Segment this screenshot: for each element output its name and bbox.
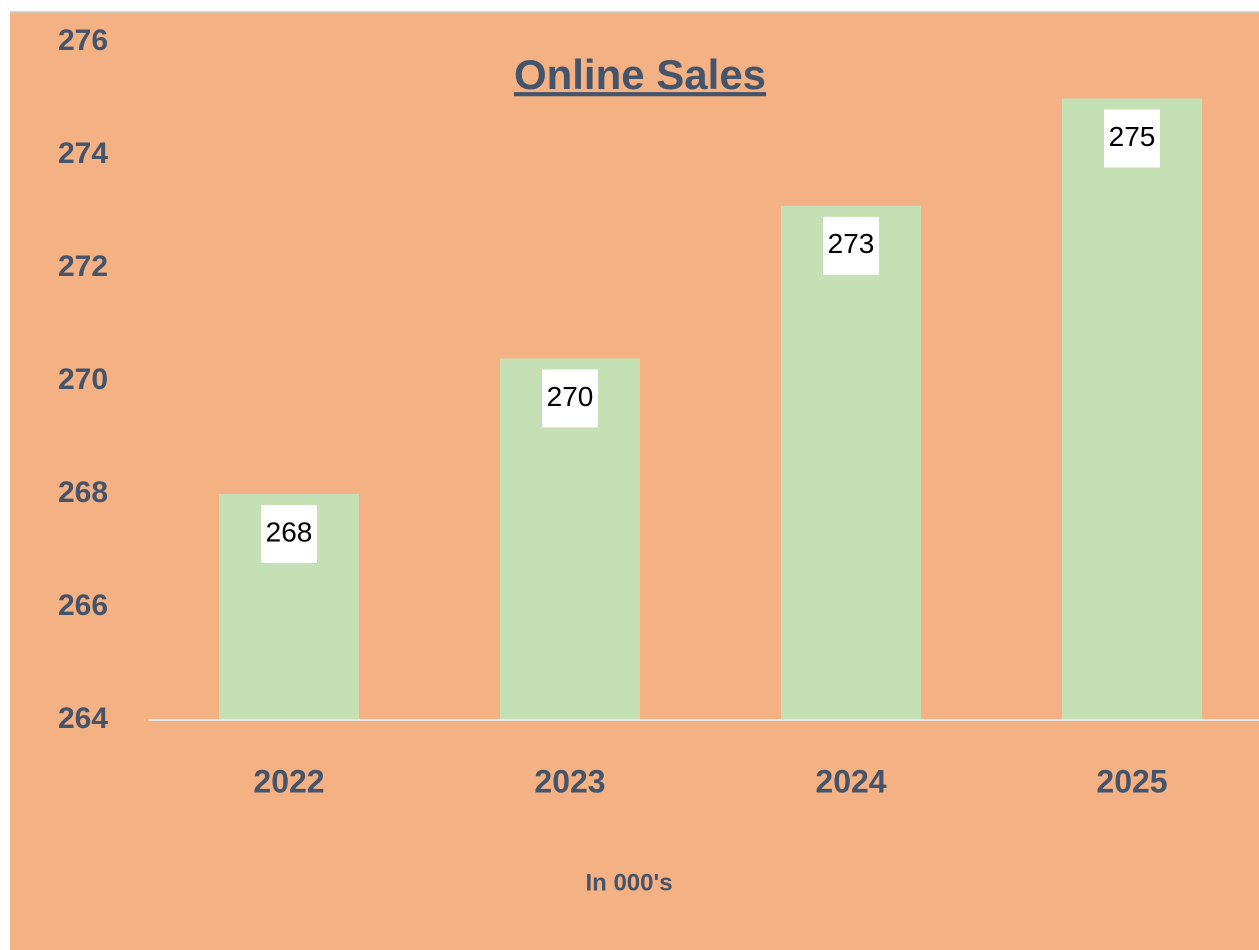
data-label-box — [261, 505, 317, 563]
y-tick-label: 272 — [58, 250, 108, 283]
x-tick-label: 2025 — [1096, 763, 1167, 799]
data-label-box — [823, 216, 879, 275]
y-tick-label: 266 — [58, 589, 108, 622]
x-tick-label: 2024 — [815, 763, 886, 799]
x-tick-label: 2023 — [534, 763, 605, 799]
x-tick-label: 2022 — [253, 763, 324, 799]
y-tick-label: 274 — [58, 137, 108, 170]
y-tick-label: 268 — [58, 476, 108, 509]
data-label-box — [542, 369, 598, 428]
y-tick-label: 264 — [58, 702, 108, 735]
data-label: 270 — [547, 381, 594, 412]
bar — [781, 205, 921, 721]
bar — [1062, 98, 1202, 720]
data-label: 275 — [1109, 121, 1156, 152]
data-label-box — [1104, 109, 1160, 168]
x-axis-label: In 000's — [585, 869, 672, 896]
y-tick-label: 276 — [58, 24, 108, 57]
chart-title: Online Sales — [514, 51, 766, 98]
data-label: 268 — [266, 516, 313, 547]
data-label: 273 — [828, 228, 875, 259]
y-tick-label: 270 — [58, 363, 108, 396]
